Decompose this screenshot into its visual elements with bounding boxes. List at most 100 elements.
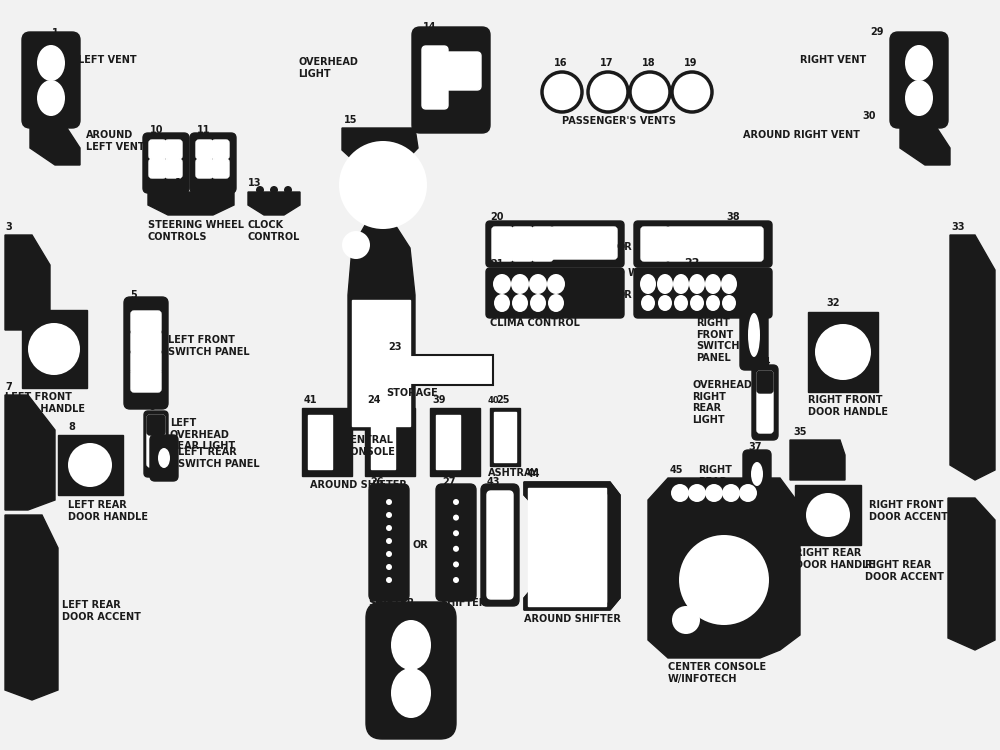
Ellipse shape (751, 462, 763, 486)
Circle shape (588, 72, 628, 112)
Ellipse shape (673, 274, 689, 294)
Ellipse shape (641, 295, 655, 311)
Text: 43: 43 (487, 477, 501, 487)
Circle shape (453, 514, 459, 520)
Circle shape (68, 443, 112, 487)
Circle shape (739, 484, 757, 502)
FancyBboxPatch shape (131, 351, 161, 373)
Text: RADIO WITH CD: RADIO WITH CD (590, 268, 676, 278)
Ellipse shape (158, 448, 170, 468)
Text: 35: 35 (793, 427, 806, 437)
FancyBboxPatch shape (634, 221, 772, 267)
Bar (436, 415, 460, 469)
Circle shape (679, 535, 769, 625)
Circle shape (284, 186, 292, 194)
Circle shape (688, 484, 706, 502)
Text: 28: 28 (414, 605, 428, 615)
Text: 11: 11 (197, 125, 210, 135)
Ellipse shape (640, 274, 656, 294)
FancyBboxPatch shape (487, 491, 513, 599)
FancyBboxPatch shape (144, 411, 168, 477)
Text: STEERING WHEEL
CONTROLS: STEERING WHEEL CONTROLS (148, 220, 244, 242)
FancyBboxPatch shape (131, 370, 161, 392)
Text: 30: 30 (862, 111, 876, 121)
Text: RIGHT VENT: RIGHT VENT (800, 55, 866, 65)
Polygon shape (648, 478, 800, 658)
Ellipse shape (494, 294, 510, 312)
Text: 22: 22 (684, 258, 700, 268)
Bar (58, 435, 123, 495)
FancyBboxPatch shape (486, 268, 624, 318)
Bar (302, 408, 352, 476)
Ellipse shape (391, 668, 431, 718)
Bar (808, 312, 878, 392)
Text: CENTER CONSOLE
W/INFOTECH: CENTER CONSOLE W/INFOTECH (668, 662, 766, 683)
Text: 21: 21 (490, 259, 504, 269)
Circle shape (815, 324, 871, 380)
FancyBboxPatch shape (366, 602, 456, 739)
Text: CLIMA CONTROL: CLIMA CONTROL (490, 318, 580, 328)
Bar (371, 415, 395, 469)
Bar (388, 355, 493, 385)
Text: 39: 39 (432, 395, 446, 405)
Circle shape (342, 231, 370, 259)
Ellipse shape (512, 294, 528, 312)
Text: 15: 15 (344, 115, 358, 125)
Polygon shape (5, 515, 58, 700)
Circle shape (386, 525, 392, 531)
Circle shape (453, 577, 459, 583)
Text: 33: 33 (951, 222, 964, 232)
Text: LEFT REAR
DOOR ACCENT: LEFT REAR DOOR ACCENT (62, 600, 141, 622)
Text: 23: 23 (388, 342, 402, 352)
FancyBboxPatch shape (512, 227, 533, 261)
FancyBboxPatch shape (743, 450, 771, 498)
Text: 14: 14 (423, 22, 436, 32)
Polygon shape (148, 192, 234, 215)
FancyBboxPatch shape (22, 32, 80, 128)
FancyBboxPatch shape (369, 484, 409, 601)
Ellipse shape (548, 294, 564, 312)
Text: LEFT REAR
DOOR HANDLE: LEFT REAR DOOR HANDLE (68, 500, 148, 521)
Text: 10: 10 (150, 125, 164, 135)
Text: 4: 4 (38, 297, 45, 307)
Text: 27: 27 (442, 477, 456, 487)
Circle shape (453, 530, 459, 536)
Circle shape (256, 186, 264, 194)
Polygon shape (948, 498, 995, 650)
Text: 19: 19 (684, 58, 698, 68)
Text: RIGHT FRONT
DOOR HANDLE: RIGHT FRONT DOOR HANDLE (808, 395, 888, 416)
Text: CLOCK
CONTROL: CLOCK CONTROL (248, 220, 300, 242)
Ellipse shape (37, 45, 65, 81)
Ellipse shape (905, 45, 933, 81)
FancyBboxPatch shape (492, 227, 513, 261)
Text: AROUND RIGHT VENT: AROUND RIGHT VENT (743, 130, 860, 140)
Ellipse shape (722, 295, 736, 311)
FancyBboxPatch shape (190, 133, 236, 193)
Text: STORAGE: STORAGE (386, 388, 438, 398)
Text: 9: 9 (152, 427, 159, 437)
FancyBboxPatch shape (641, 227, 669, 261)
Polygon shape (790, 440, 845, 480)
Text: RIGHT REAR
DOOR ACCENT: RIGHT REAR DOOR ACCENT (865, 560, 944, 581)
Text: OVERHEAD
RIGHT
REAR
LIGHT: OVERHEAD RIGHT REAR LIGHT (692, 380, 752, 424)
FancyBboxPatch shape (165, 140, 182, 159)
Text: RIGHT
REAR
SWITCH
PANEL: RIGHT REAR SWITCH PANEL (698, 465, 742, 510)
Text: 31: 31 (746, 292, 760, 302)
Ellipse shape (689, 274, 705, 294)
Text: SHIFTER: SHIFTER (368, 598, 414, 608)
FancyBboxPatch shape (143, 133, 189, 193)
Text: CUPHOLDER: CUPHOLDER (382, 726, 449, 736)
FancyBboxPatch shape (740, 300, 768, 370)
Text: 17: 17 (600, 58, 614, 68)
Ellipse shape (706, 295, 720, 311)
Text: 38: 38 (726, 212, 740, 222)
FancyBboxPatch shape (212, 159, 229, 178)
Polygon shape (342, 128, 418, 430)
FancyBboxPatch shape (165, 159, 182, 178)
FancyBboxPatch shape (752, 365, 778, 440)
Ellipse shape (721, 274, 737, 294)
Text: 12: 12 (175, 178, 188, 188)
Bar (795, 485, 861, 545)
Text: LEFT
OVERHEAD
REAR LIGHT: LEFT OVERHEAD REAR LIGHT (170, 418, 235, 452)
Ellipse shape (674, 295, 688, 311)
